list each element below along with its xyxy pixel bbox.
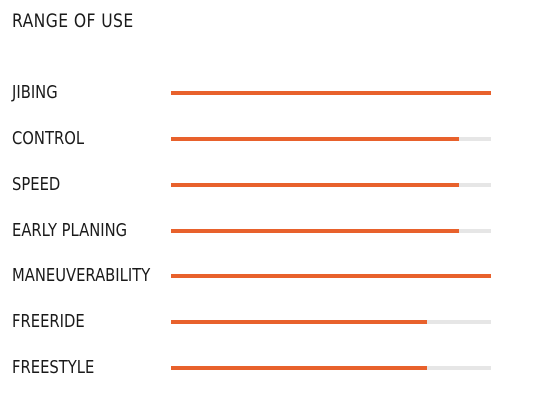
rating-label: EARLY PLANING: [12, 220, 128, 241]
rating-bar-fill: [171, 229, 459, 233]
rating-bar-track: [171, 91, 491, 95]
rating-label: FREERIDE: [12, 311, 85, 332]
rating-row-early-planing: EARLY PLANING: [0, 219, 558, 243]
rating-bar-fill: [171, 320, 427, 324]
rating-row-freestyle: FREESTYLE: [0, 356, 558, 380]
rating-bar-track: [171, 183, 491, 187]
rating-row-jibing: JIBING: [0, 81, 558, 105]
rating-row-speed: SPEED: [0, 173, 558, 197]
rating-bar-fill: [171, 91, 491, 95]
section-title: RANGE OF USE: [12, 10, 134, 32]
rating-bar-track: [171, 229, 491, 233]
rating-bar-fill: [171, 274, 491, 278]
rating-bar-track: [171, 320, 491, 324]
rating-label: FREESTYLE: [12, 357, 95, 378]
rating-bar-track: [171, 366, 491, 370]
rating-row-freeride: FREERIDE: [0, 310, 558, 334]
rating-bar-track: [171, 137, 491, 141]
rating-bar-track: [171, 274, 491, 278]
rating-row-control: CONTROL: [0, 127, 558, 151]
rating-bar-fill: [171, 366, 427, 370]
rating-label: SPEED: [12, 174, 61, 195]
rating-bar-fill: [171, 137, 459, 141]
rating-bar-fill: [171, 183, 459, 187]
rating-row-maneuverability: MANEUVERABILITY: [0, 264, 558, 288]
rating-label: CONTROL: [12, 128, 85, 149]
rating-label: MANEUVERABILITY: [12, 265, 151, 286]
rating-label: JIBING: [12, 82, 58, 103]
